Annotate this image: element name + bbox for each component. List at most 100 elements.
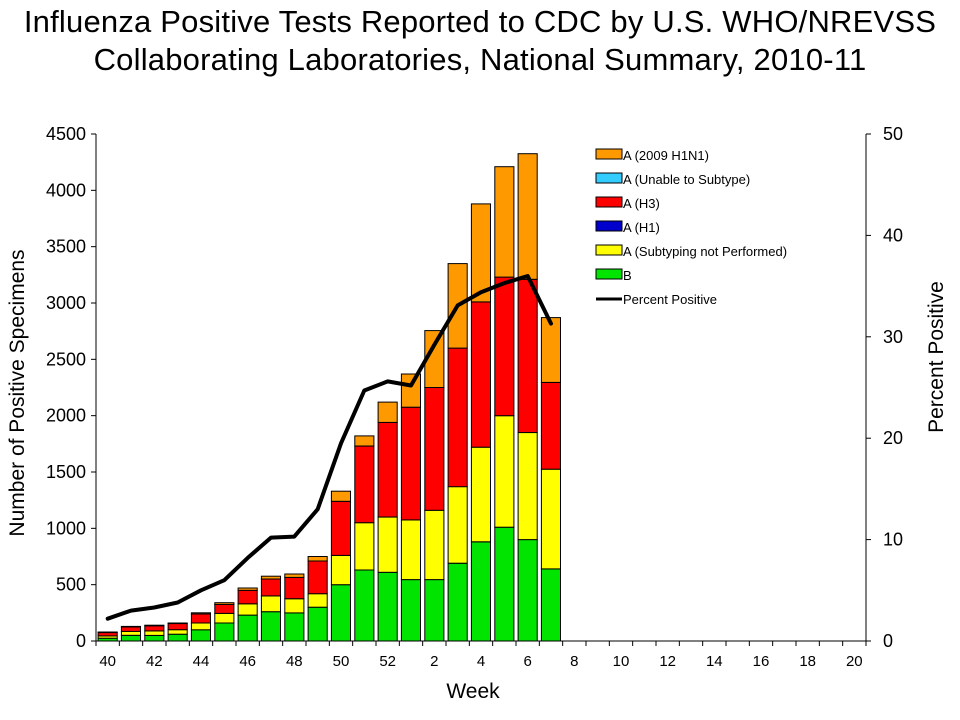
bar-segment bbox=[97, 631, 118, 634]
x-tick-label: 2 bbox=[430, 653, 438, 670]
bar-segment bbox=[517, 539, 538, 642]
y-tick-label: 4500 bbox=[46, 124, 86, 144]
y-tick-label: 1000 bbox=[46, 518, 86, 538]
bar-segment bbox=[190, 622, 211, 631]
bar-segment bbox=[517, 153, 538, 280]
percent-line-group bbox=[105, 274, 553, 621]
y-tick-label: 2000 bbox=[46, 406, 86, 426]
bar-segment bbox=[470, 203, 491, 303]
bar-segment bbox=[120, 634, 142, 642]
bar-segment bbox=[214, 603, 235, 614]
bar-segment bbox=[400, 406, 421, 521]
bar-segment bbox=[400, 373, 421, 408]
x-tick-label: 52 bbox=[379, 653, 396, 670]
x-tick-label: 50 bbox=[333, 653, 350, 670]
x-tick-label: 16 bbox=[753, 653, 770, 670]
bar-segment bbox=[517, 278, 538, 433]
bar-segment bbox=[330, 584, 351, 642]
bar-segment bbox=[447, 486, 468, 564]
bar-segment bbox=[377, 401, 398, 423]
bar-segment bbox=[214, 612, 235, 624]
x-tick-label: 14 bbox=[706, 653, 723, 670]
x-tick-label: 10 bbox=[613, 653, 630, 670]
bar-segment bbox=[144, 630, 165, 636]
bar-segment bbox=[494, 276, 515, 417]
x-tick-label: 20 bbox=[846, 653, 863, 670]
y2-tick-label: 20 bbox=[883, 428, 903, 448]
bar-segment bbox=[354, 445, 375, 524]
bar-segment bbox=[470, 446, 491, 543]
bar-segment bbox=[540, 381, 562, 470]
y-axis-title: Number of Positive Specimens bbox=[6, 249, 29, 536]
bar-segment bbox=[424, 387, 445, 511]
bar-segment bbox=[260, 595, 281, 613]
bar-segment bbox=[540, 468, 562, 570]
bar-segment bbox=[330, 500, 351, 556]
x-tick-label: 18 bbox=[799, 653, 816, 670]
y2-tick-label: 30 bbox=[883, 327, 903, 347]
bar-segment bbox=[237, 614, 258, 642]
legend-label: A (H3) bbox=[623, 196, 660, 211]
legend-label: B bbox=[623, 268, 632, 283]
bar-segment bbox=[447, 562, 468, 642]
bar-segment bbox=[354, 522, 375, 571]
bar-segment bbox=[307, 606, 328, 642]
legend-label: A (Unable to Subtype) bbox=[623, 172, 750, 187]
bar-segment bbox=[330, 554, 351, 586]
bar-segment bbox=[214, 602, 235, 605]
bar-segment bbox=[330, 490, 351, 502]
bar-segment bbox=[120, 625, 142, 628]
legend-label: Percent Positive bbox=[623, 292, 717, 307]
y2-tick-label: 40 bbox=[883, 225, 903, 245]
bar-segment bbox=[190, 629, 211, 642]
y-tick-label: 3500 bbox=[46, 237, 86, 257]
bar-segment bbox=[447, 347, 468, 488]
bar-segment bbox=[540, 317, 562, 383]
bar-segment bbox=[167, 633, 188, 642]
y-tick-label: 3000 bbox=[46, 293, 86, 313]
y2-tick-label: 10 bbox=[883, 530, 903, 550]
legend: A (2009 H1N1) A (Unable to Subtype) A (H3)… bbox=[595, 148, 787, 307]
bar-segment bbox=[354, 569, 375, 642]
bar-segment bbox=[307, 556, 328, 562]
bar-segment bbox=[494, 415, 515, 528]
y-tick-label: 2500 bbox=[46, 349, 86, 369]
bar-segment bbox=[307, 560, 328, 595]
x-axis-title: Week bbox=[446, 680, 500, 703]
bar-segment bbox=[400, 579, 421, 642]
bar-segment bbox=[284, 576, 305, 600]
y2-axis-title: Percent Positive bbox=[925, 281, 948, 433]
y-tick-label: 1500 bbox=[46, 462, 86, 482]
bar-segment bbox=[354, 435, 375, 447]
x-tick-label: 44 bbox=[193, 653, 210, 670]
legend-label: A (H1) bbox=[623, 220, 660, 235]
bar-segment bbox=[144, 634, 165, 642]
legend-swatch bbox=[595, 268, 623, 280]
bar-segment bbox=[400, 519, 421, 581]
bar-segment bbox=[307, 593, 328, 608]
legend-swatch bbox=[595, 172, 623, 184]
y2-tick-label: 0 bbox=[883, 631, 893, 651]
x-tick-label: 46 bbox=[239, 653, 256, 670]
percent-positive-line bbox=[105, 274, 553, 621]
x-tick-label: 12 bbox=[659, 653, 676, 670]
bar-segment bbox=[120, 626, 142, 632]
bar-segment bbox=[424, 509, 445, 581]
bar-segment bbox=[237, 589, 258, 605]
legend-label: A (2009 H1N1) bbox=[623, 148, 709, 163]
y-tick-label: 500 bbox=[56, 575, 86, 595]
bar-segment bbox=[190, 613, 211, 624]
bar-segment bbox=[377, 571, 398, 642]
bar-segment bbox=[470, 541, 491, 642]
y-tick-label: 0 bbox=[76, 631, 86, 651]
bar-segment bbox=[167, 622, 188, 625]
x-tick-label: 6 bbox=[524, 653, 532, 670]
legend-swatch bbox=[595, 148, 623, 160]
bar-segment bbox=[377, 516, 398, 573]
bar-segment bbox=[424, 579, 445, 642]
x-tick-label: 8 bbox=[570, 653, 578, 670]
bar-segment bbox=[144, 624, 165, 627]
bar-segment bbox=[237, 587, 258, 591]
bar-segment bbox=[260, 611, 281, 642]
